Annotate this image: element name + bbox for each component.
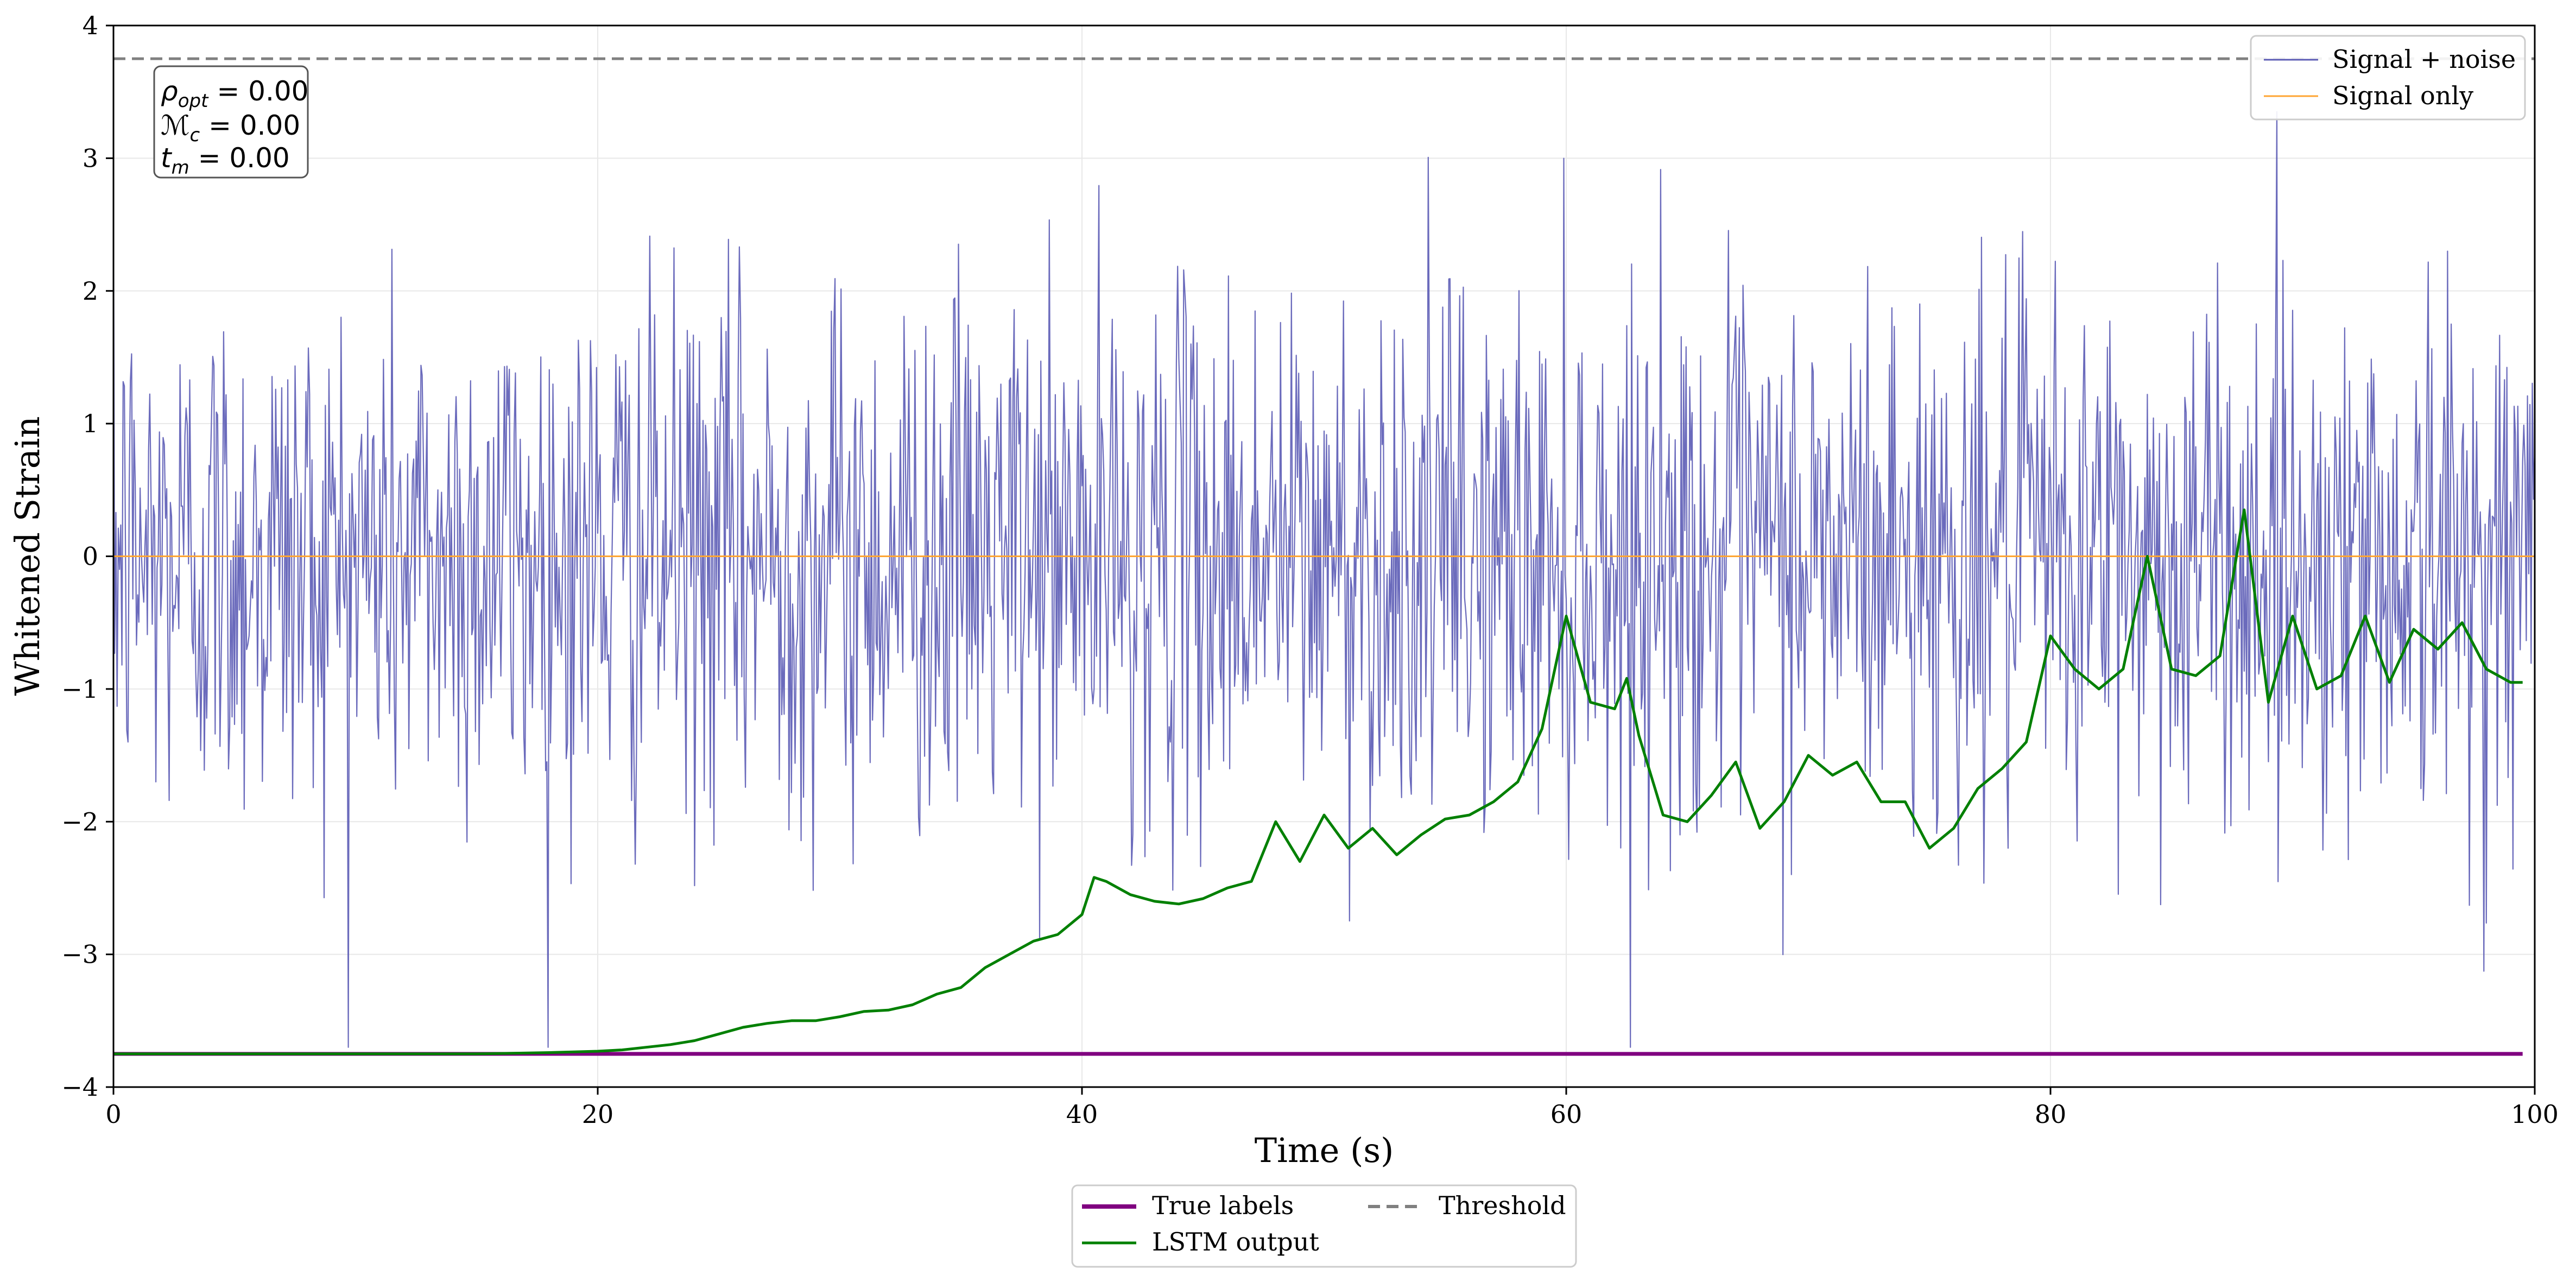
- legend-bottom-frame: [1071, 1184, 1577, 1268]
- x-tick-label: 40: [1066, 1100, 1098, 1129]
- annotation-box: ρopt = 0.00 ℳc = 0.00 tm = 0.00: [153, 65, 309, 179]
- plot-area: [113, 57, 2535, 1056]
- annotation-frame: [153, 65, 309, 179]
- ticks: 0 20 40 60 80 100 −4 −3 −2 −1 0 1 2 3 4: [61, 11, 2559, 1129]
- y-tick-label: 0: [83, 542, 98, 571]
- series-lstm-output: [113, 508, 2523, 1056]
- y-tick-label: −4: [61, 1072, 98, 1102]
- series-signal-noise: [113, 111, 2535, 1048]
- y-tick-label: 4: [83, 11, 98, 40]
- legend-true-labels-label: True labels: [1152, 1191, 1294, 1220]
- legend-top: Signal + noise Signal only: [2250, 35, 2526, 121]
- legend-signal-noise-label: Signal + noise: [2332, 45, 2516, 74]
- legend-lstm-label: LSTM output: [1152, 1227, 1319, 1256]
- x-tick-label: 0: [105, 1100, 121, 1129]
- x-tick-label: 100: [2511, 1100, 2559, 1129]
- annotation-tm: tm = 0.00: [161, 142, 290, 179]
- y-tick-label: 1: [83, 409, 98, 438]
- legend-threshold-label: Threshold: [1439, 1191, 1566, 1220]
- legend-signal-only-label: Signal only: [2332, 81, 2473, 110]
- x-axis-label: Time (s): [1255, 1131, 1394, 1170]
- legend-top-frame: [2250, 35, 2526, 121]
- x-tick-label: 20: [582, 1100, 614, 1129]
- series-layer: [113, 57, 2535, 1056]
- y-tick-label: −1: [61, 674, 98, 704]
- annotation-rho: ρopt = 0.00: [161, 75, 308, 112]
- y-tick-label: 2: [83, 276, 98, 306]
- legend-bottom: True labels Threshold LSTM output: [1071, 1184, 1577, 1268]
- annotation-mc: ℳc = 0.00: [161, 110, 300, 146]
- y-tick-label: −2: [61, 807, 98, 836]
- y-tick-label: 3: [83, 143, 98, 173]
- x-tick-label: 80: [2035, 1100, 2067, 1129]
- x-tick-label: 60: [1550, 1100, 1583, 1129]
- y-tick-label: −3: [61, 940, 98, 969]
- y-axis-label: Whitened Strain: [8, 416, 47, 696]
